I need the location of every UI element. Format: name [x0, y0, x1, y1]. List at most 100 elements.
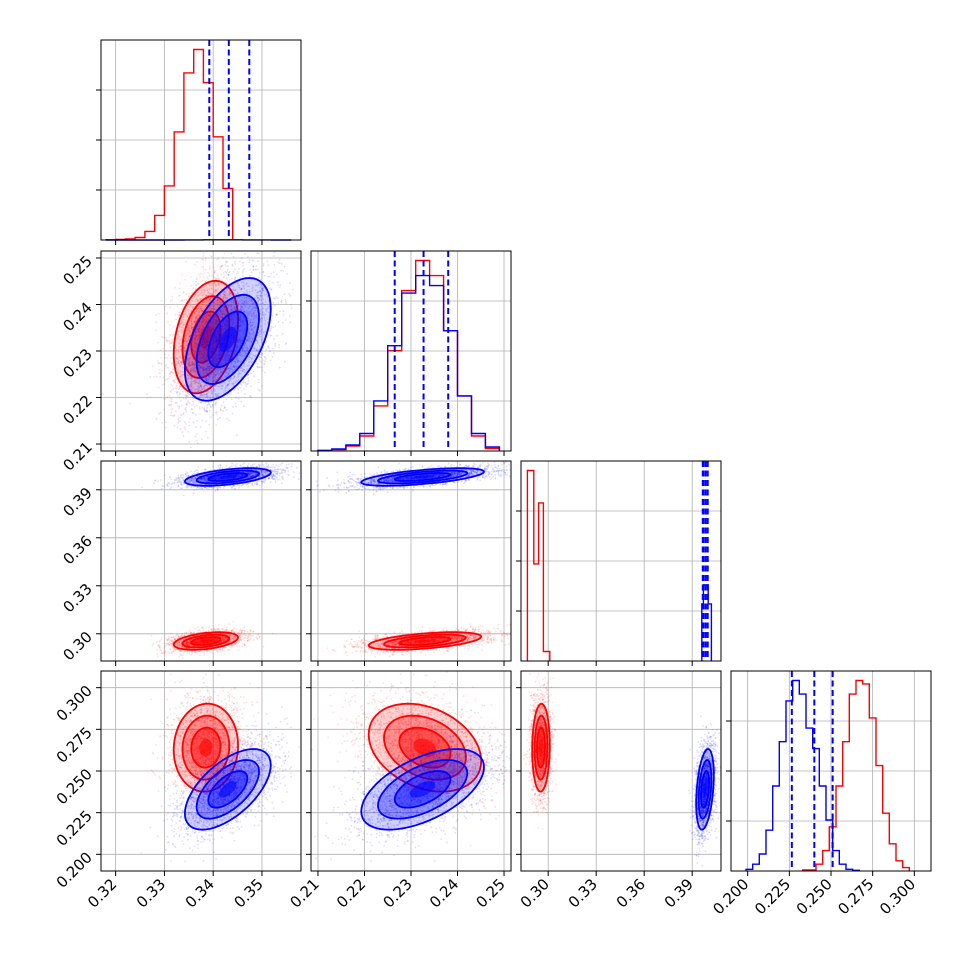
scatter-point: [182, 340, 184, 343]
scatter-point: [206, 371, 208, 373]
scatter-point: [198, 329, 201, 331]
scatter-point: [185, 344, 188, 346]
scatter-point: [195, 303, 197, 306]
scatter-point: [229, 291, 231, 294]
scatter-point: [214, 282, 216, 285]
scatter-point: [199, 413, 201, 416]
scatter-point: [237, 301, 240, 303]
scatter-point: [174, 318, 177, 321]
scatter-point: [278, 262, 281, 264]
scatter-point: [187, 292, 190, 295]
scatter-point: [239, 386, 242, 389]
scatter-point: [230, 252, 233, 255]
scatter-point: [179, 356, 182, 359]
scatter-point: [172, 325, 175, 328]
scatter-point: [214, 369, 217, 372]
scatter-point: [207, 391, 209, 394]
scatter-point: [202, 272, 205, 275]
scatter-point: [178, 385, 181, 388]
scatter-point: [182, 292, 185, 294]
scatter-point: [188, 364, 191, 367]
scatter-point: [242, 283, 245, 285]
scatter-point: [224, 323, 227, 325]
scatter-point: [191, 318, 193, 321]
scatter-point: [177, 360, 179, 363]
scatter-point: [259, 360, 262, 363]
scatter-point: [188, 360, 191, 362]
scatter-point: [213, 271, 216, 274]
scatter-point: [181, 299, 184, 302]
scatter-point: [208, 289, 211, 292]
scatter-point: [187, 365, 190, 367]
scatter-point: [214, 362, 217, 365]
scatter-point: [178, 356, 181, 359]
scatter-point: [285, 342, 288, 345]
scatter-point: [166, 356, 168, 359]
scatter-point: [184, 278, 187, 281]
scatter-point: [178, 314, 181, 317]
scatter-point: [214, 362, 217, 365]
scatter-point: [288, 293, 291, 295]
scatter-point: [195, 283, 197, 286]
scatter-point: [176, 357, 179, 359]
scatter-point: [208, 368, 211, 370]
scatter-point: [206, 403, 209, 406]
scatter-point: [209, 297, 211, 300]
scatter-point: [208, 365, 211, 367]
scatter-point: [194, 343, 197, 346]
scatter-point: [194, 363, 196, 366]
scatter-point: [241, 262, 244, 264]
scatter-point: [218, 265, 221, 268]
scatter-point: [215, 329, 218, 332]
scatter-point: [219, 407, 222, 410]
scatter-point: [201, 367, 204, 369]
scatter-point: [201, 419, 204, 422]
scatter-point: [195, 404, 198, 407]
scatter-point: [175, 410, 177, 413]
scatter-point: [192, 344, 195, 347]
scatter-point: [187, 328, 190, 331]
scatter-point: [205, 384, 208, 387]
scatter-point: [196, 326, 199, 328]
scatter-point: [211, 377, 214, 380]
scatter-point: [194, 435, 197, 438]
scatter-point: [206, 405, 209, 407]
scatter-point: [198, 370, 201, 373]
scatter-point: [223, 293, 226, 296]
scatter-point: [155, 417, 158, 420]
scatter-point: [179, 373, 182, 376]
scatter-point: [164, 305, 167, 308]
scatter-point: [193, 312, 196, 315]
scatter-point: [178, 294, 181, 297]
scatter-point: [259, 278, 262, 281]
scatter-point: [191, 386, 194, 389]
scatter-point: [201, 364, 204, 367]
scatter-point: [236, 434, 239, 437]
scatter-point: [198, 307, 201, 310]
scatter-point: [252, 315, 255, 317]
scatter-point: [178, 407, 180, 410]
scatter-point: [153, 375, 156, 378]
scatter-point: [186, 341, 189, 343]
scatter-point: [180, 322, 183, 325]
scatter-point: [216, 301, 219, 304]
scatter-point: [199, 328, 202, 331]
scatter-point: [218, 304, 220, 306]
scatter-point: [189, 362, 192, 364]
scatter-point: [219, 267, 222, 270]
scatter-point: [205, 321, 207, 324]
scatter-point: [266, 260, 269, 263]
scatter-point: [215, 335, 218, 338]
scatter-point: [195, 344, 198, 347]
scatter-point: [247, 373, 250, 376]
scatter-point: [155, 375, 158, 378]
scatter-point: [212, 360, 214, 362]
scatter-point: [244, 382, 247, 384]
scatter-point: [186, 315, 189, 318]
scatter-point: [202, 252, 205, 255]
scatter-point: [203, 293, 206, 296]
scatter-point: [197, 355, 200, 358]
scatter-point: [174, 286, 177, 289]
scatter-point: [204, 402, 207, 404]
scatter-point: [285, 302, 288, 305]
